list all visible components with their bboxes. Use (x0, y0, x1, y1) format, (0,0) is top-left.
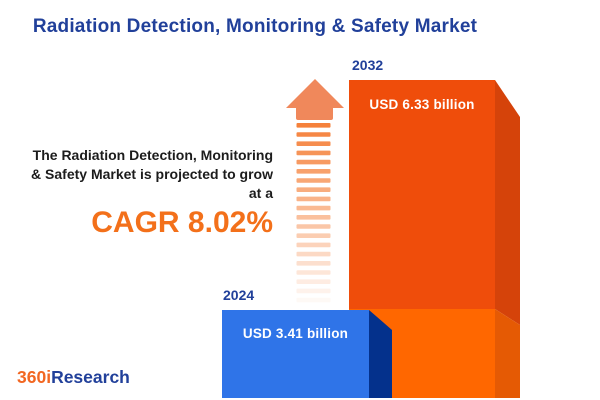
bar-2024 (222, 310, 392, 398)
arrow-dash (296, 178, 331, 183)
brand-logo[interactable]: 360iResearch (17, 367, 130, 388)
arrow-dash (296, 141, 331, 146)
bar-2024-year-label: 2024 (223, 287, 255, 303)
arrow-dash (296, 261, 331, 266)
bar-2024-side (369, 310, 392, 398)
page-title: Radiation Detection, Monitoring & Safety… (32, 16, 478, 37)
growth-annotation: The Radiation Detection, Monitoring & Sa… (0, 146, 273, 239)
arrow-dash (296, 270, 331, 275)
bar-2024-value-label: USD 3.41 billion (242, 326, 349, 341)
bar-2032-side-bottom (495, 309, 520, 398)
arrow-dash (296, 224, 331, 229)
cagr-value: CAGR 8.02% (91, 206, 273, 239)
arrow-dash (296, 159, 331, 165)
arrow-dash (296, 251, 331, 257)
bar-2032-year-label: 2032 (352, 57, 384, 73)
arrow-dash (296, 132, 331, 137)
arrow-dash (296, 242, 331, 248)
arrow-dash (296, 233, 331, 238)
arrow-dash (296, 279, 331, 284)
arrow-dash (296, 205, 331, 211)
arrow-dash (296, 187, 331, 192)
bar-2032-front-top (349, 80, 495, 309)
arrow-dash (296, 297, 331, 303)
arrow-dash (296, 150, 331, 156)
brand-logo-research: Research (51, 367, 130, 387)
arrow-dash (296, 288, 331, 294)
arrow-dashes (296, 123, 331, 303)
arrow-neck (296, 104, 333, 120)
bar-2024-front (222, 310, 369, 398)
arrow-head (286, 79, 344, 108)
annotation-line3: at a (248, 185, 273, 201)
annotation-line2: & Safety Market is projected to grow (31, 166, 273, 182)
arrow-dash (296, 123, 331, 128)
arrow-dash (296, 169, 331, 174)
growth-arrow-icon (286, 79, 344, 303)
annotation-line1: The Radiation Detection, Monitoring (32, 147, 273, 163)
bar-2032-side-top (495, 80, 520, 325)
brand-logo-360i: 360i (17, 367, 52, 387)
arrow-dash (296, 196, 331, 202)
arrow-dash (296, 215, 331, 220)
bar-2032-value-label: USD 6.33 billion (369, 97, 475, 112)
